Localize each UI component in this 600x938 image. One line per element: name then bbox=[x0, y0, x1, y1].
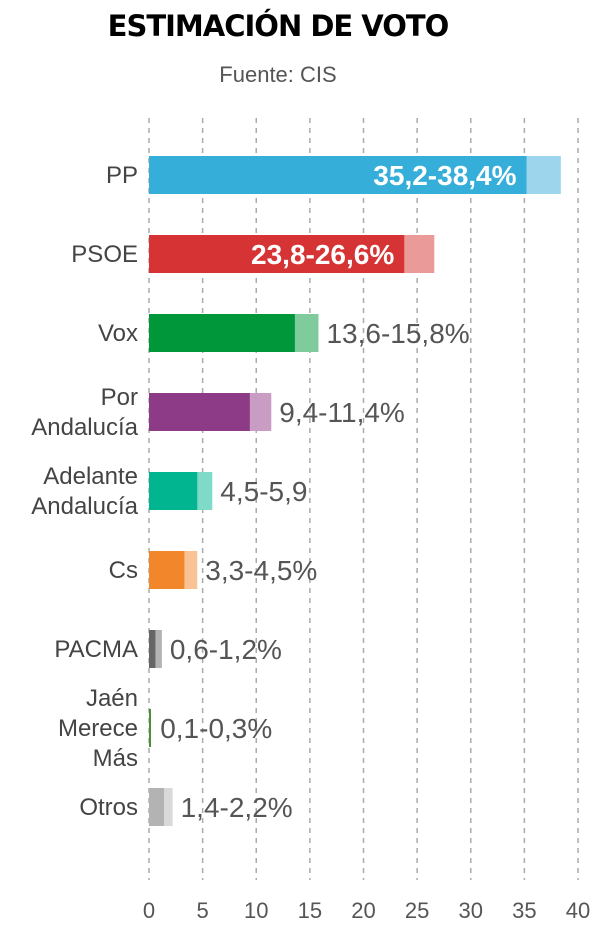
value-label: 35,2-38,4% bbox=[373, 160, 516, 191]
bar-range-min bbox=[149, 788, 165, 826]
category-label: Adelante bbox=[43, 463, 138, 490]
x-tick-label: 10 bbox=[244, 898, 268, 923]
chart-subtitle: Fuente: CIS bbox=[219, 62, 336, 87]
x-tick-label: 35 bbox=[512, 898, 536, 923]
bar-range-min bbox=[149, 709, 151, 747]
category-label: Merece bbox=[58, 715, 138, 742]
value-label: 9,4-11,4% bbox=[279, 397, 405, 428]
bar-group: Adelante Andalucía 4,5-5,9 bbox=[31, 463, 307, 520]
value-label: 1,4-2,2% bbox=[181, 792, 293, 823]
value-label: 3,3-4,5% bbox=[205, 555, 317, 586]
category-label: PSOE bbox=[71, 241, 138, 268]
bar-range-min bbox=[149, 235, 405, 273]
bar-group: Otros 1,4-2,2% bbox=[79, 788, 293, 826]
value-label: 23,8-26,6% bbox=[251, 239, 394, 270]
category-label: PACMA bbox=[54, 636, 138, 663]
x-tick-label: 15 bbox=[298, 898, 322, 923]
bar-group: PACMA 0,6-1,2% bbox=[54, 630, 282, 668]
x-tick-label: 30 bbox=[459, 898, 483, 923]
bar-group: Por Andalucía 9,4-11,4% bbox=[31, 384, 405, 441]
chart-title: ESTIMACIÓN DE VOTO bbox=[108, 9, 449, 43]
category-label: Otros bbox=[79, 794, 138, 821]
x-tick-label: 25 bbox=[405, 898, 429, 923]
bar-range-min bbox=[149, 156, 527, 194]
category-label: Por bbox=[101, 384, 138, 411]
bar-range-min bbox=[149, 472, 198, 510]
category-label: Jaén bbox=[86, 685, 138, 712]
bar-group: Jaén Merece Más 0,1-0,3% bbox=[58, 685, 272, 772]
bar-group: Cs 3,3-4,5% bbox=[109, 551, 317, 589]
value-label: 0,6-1,2% bbox=[170, 634, 282, 665]
bar-group: PSOE 23,8-26,6% bbox=[71, 235, 435, 273]
x-tick-label: 5 bbox=[197, 898, 209, 923]
category-label: Más bbox=[93, 745, 138, 772]
bar-group: Vox 13,6-15,8% bbox=[98, 314, 470, 352]
bar-range-min bbox=[149, 314, 295, 352]
x-tick-label: 0 bbox=[143, 898, 155, 923]
x-tick-label: 40 bbox=[566, 898, 590, 923]
category-label: Vox bbox=[98, 320, 138, 347]
value-label: 13,6-15,8% bbox=[326, 318, 469, 349]
value-label: 0,1-0,3% bbox=[160, 713, 272, 744]
bar-range-min bbox=[149, 630, 156, 668]
bar-range-min bbox=[149, 551, 185, 589]
value-label: 4,5-5,9 bbox=[220, 476, 307, 507]
x-tick-label: 20 bbox=[351, 898, 375, 923]
category-label: Andalucía bbox=[31, 414, 138, 441]
bar-group: PP 35,2-38,4% bbox=[106, 156, 561, 194]
category-label: Cs bbox=[109, 557, 138, 584]
bar-range-min bbox=[149, 393, 250, 431]
category-label: PP bbox=[106, 162, 138, 189]
category-label: Andalucía bbox=[31, 493, 138, 520]
